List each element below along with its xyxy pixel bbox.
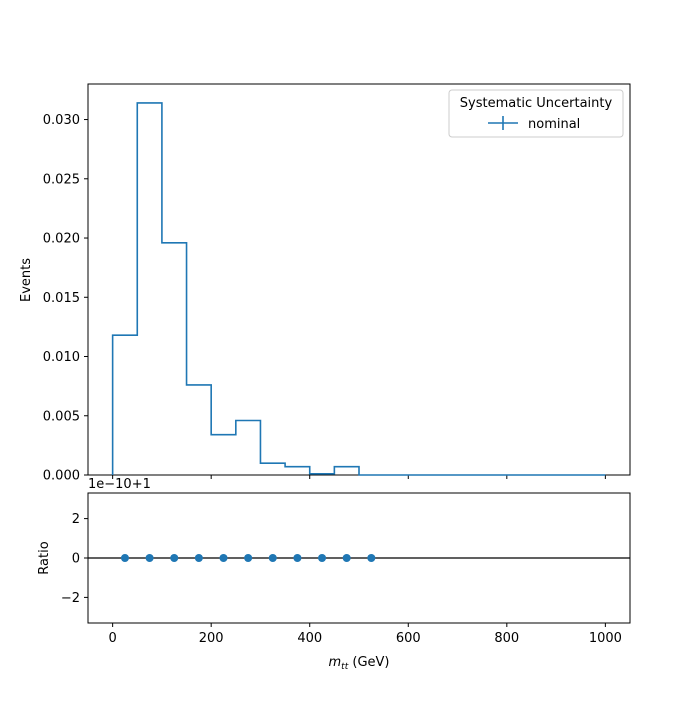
top-y-tick-label: 0.010 (43, 350, 80, 365)
top-y-tick-label: 0.015 (43, 291, 80, 306)
x-axis-label-symbol: m (329, 655, 342, 670)
bottom-x-tick-label: 1000 (589, 631, 622, 646)
top-y-tick-label: 0.020 (43, 232, 80, 247)
top-panel: 0.000 0.005 0.010 0.015 0.020 0.025 0.030 Even… (19, 83, 631, 484)
ratio-point (318, 554, 327, 562)
legend-title: Systematic Uncertainty (460, 96, 613, 111)
top-y-tick-label: 0.025 (43, 172, 80, 187)
ratio-point (219, 554, 228, 562)
x-axis-label-unit: (GeV) (348, 655, 389, 670)
top-y-axis: 0.000 0.005 0.010 0.015 0.020 0.025 0.030 (43, 113, 88, 484)
x-axis-label-subscript: tt (341, 662, 349, 672)
top-y-tick-label: 0.000 (43, 469, 80, 484)
legend-entry-nominal: nominal (528, 117, 580, 132)
ratio-offset-text: 1e−10+1 (88, 477, 151, 492)
ratio-point (120, 554, 129, 562)
ratio-point (145, 554, 154, 562)
ratio-point (244, 554, 253, 562)
histogram-step-line (111, 102, 606, 476)
legend-box (448, 89, 624, 138)
top-plot-area (87, 83, 631, 476)
ratio-points (120, 554, 376, 562)
bottom-x-axis: 0 200 400 600 800 1000 (108, 623, 622, 646)
bottom-y-axis-label: Ratio (37, 541, 52, 574)
bottom-y-tick-label: 0 (72, 552, 80, 567)
bottom-y-tick-label: −2 (61, 591, 80, 606)
bottom-x-tick-label: 400 (297, 631, 322, 646)
ratio-point (367, 554, 376, 562)
top-y-axis-label: Events (19, 258, 34, 302)
ratio-point (342, 554, 351, 562)
x-axis-label: mtt (GeV) (329, 655, 390, 672)
legend: Systematic Uncertainty nominal (448, 89, 624, 138)
ratio-point (293, 554, 302, 562)
ratio-point (268, 554, 277, 562)
bottom-x-tick-label: 600 (396, 631, 421, 646)
ratio-point (194, 554, 203, 562)
ratio-point (170, 554, 179, 562)
top-y-tick-label: 0.005 (43, 409, 80, 424)
bottom-x-tick-label: 800 (494, 631, 519, 646)
bottom-y-axis: −2 0 2 (61, 512, 88, 606)
bottom-x-tick-label: 200 (199, 631, 224, 646)
bottom-x-tick-label: 0 (108, 631, 116, 646)
bottom-panel: −2 0 2 0 200 400 600 800 1000 1e−10+1 Ratio (37, 477, 631, 646)
top-y-tick-label: 0.030 (43, 113, 80, 128)
bottom-y-tick-label: 2 (72, 512, 80, 527)
